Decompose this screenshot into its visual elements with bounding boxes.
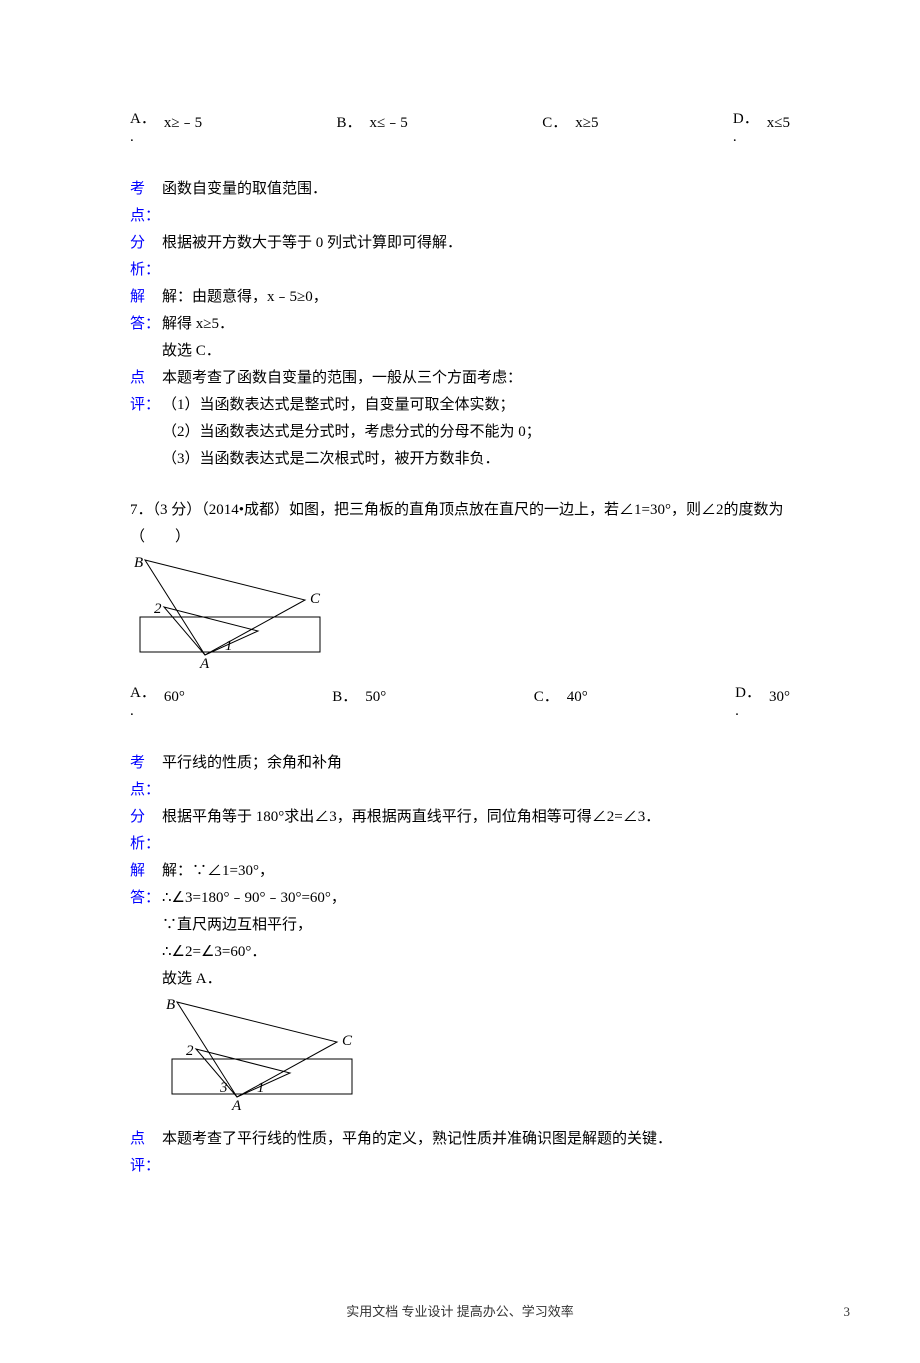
fenxi-label: 分析： bbox=[130, 230, 162, 284]
jieda-label: 解答： bbox=[130, 858, 162, 1126]
dianping-line: （1）当函数表达式是整式时，自变量可取全体实数； bbox=[162, 392, 790, 419]
dianping-line: （3）当函数表达式是二次根式时，被开方数非负． bbox=[162, 446, 790, 473]
option-text: 30° bbox=[769, 684, 790, 720]
figure-label-c: C bbox=[310, 591, 321, 607]
q7-option-d: D．. 30° bbox=[735, 684, 790, 720]
option-text: x≥﹣5 bbox=[164, 110, 202, 146]
option-label: A．. bbox=[130, 110, 156, 146]
q6-option-a: A．. x≥﹣5 bbox=[130, 110, 202, 146]
fenxi-text: 根据平角等于 180°求出∠3，再根据两直线平行，同位角相等可得∠2=∠3． bbox=[162, 804, 790, 858]
figure-label-b: B bbox=[166, 997, 175, 1013]
q6-option-c: C． x≥5 bbox=[542, 110, 598, 146]
jieda-content: 解：由题意得，x﹣5≥0， 解得 x≥5． 故选 C． bbox=[162, 284, 790, 365]
q7-option-a: A．. 60° bbox=[130, 684, 185, 720]
dianping-line: （2）当函数表达式是分式时，考虑分式的分母不能为 0； bbox=[162, 419, 790, 446]
q6-option-d: D．. x≤5 bbox=[733, 110, 790, 146]
q7-option-c: C． 40° bbox=[534, 684, 588, 720]
kaodian-text: 函数自变量的取值范围． bbox=[162, 176, 790, 230]
dianping-text: 本题考查了平行线的性质，平角的定义，熟记性质并准确识图是解题的关键． bbox=[162, 1126, 790, 1180]
fenxi-text: 根据被开方数大于等于 0 列式计算即可得解． bbox=[162, 230, 790, 284]
jieda-line: ∴∠3=180°﹣90°﹣30°=60°， bbox=[162, 885, 790, 912]
q7-option-b: B． 50° bbox=[332, 684, 386, 720]
q7-figure-2: B C A 2 3 1 bbox=[162, 997, 790, 1122]
jieda-line: 解：由题意得，x﹣5≥0， bbox=[162, 284, 790, 311]
option-text: x≤5 bbox=[767, 110, 790, 146]
jieda-line: 故选 A． bbox=[162, 966, 790, 993]
q7-stem: 7．（3 分）（2014•成都）如图，把三角板的直角顶点放在直尺的一边上，若∠1… bbox=[130, 497, 790, 551]
kaodian-text: 平行线的性质；余角和补角 bbox=[162, 750, 790, 804]
option-text: x≥5 bbox=[575, 110, 598, 146]
dianping-label: 点评： bbox=[130, 1126, 162, 1180]
option-label: C． bbox=[542, 110, 567, 146]
figure-label-a: A bbox=[231, 1098, 242, 1112]
page-number: 3 bbox=[844, 1300, 851, 1323]
jieda-line: ∴∠2=∠3=60°． bbox=[162, 939, 790, 966]
fenxi-label: 分析： bbox=[130, 804, 162, 858]
footer-text: 实用文档 专业设计 提高办公、学习效率 bbox=[346, 1304, 574, 1319]
kaodian-label: 考点： bbox=[130, 750, 162, 804]
q6-options: A．. x≥﹣5 B． x≤﹣5 C． x≥5 D．. x≤5 bbox=[130, 110, 790, 146]
option-label: B． bbox=[337, 110, 362, 146]
dianping-content: 本题考查了函数自变量的范围，一般从三个方面考虑： （1）当函数表达式是整式时，自… bbox=[162, 365, 790, 473]
page-footer: 实用文档 专业设计 提高办公、学习效率 3 bbox=[130, 1300, 790, 1323]
jieda-label: 解答： bbox=[130, 284, 162, 365]
option-text: 60° bbox=[164, 684, 185, 720]
figure-label-3: 3 bbox=[219, 1080, 228, 1096]
jieda-line: 解得 x≥5． bbox=[162, 311, 790, 338]
figure-label-b: B bbox=[134, 555, 143, 571]
option-text: 40° bbox=[567, 684, 588, 720]
option-label: A．. bbox=[130, 684, 156, 720]
jieda-line: ∵直尺两边互相平行， bbox=[162, 912, 790, 939]
option-label: C． bbox=[534, 684, 559, 720]
q7-options: A．. 60° B． 50° C． 40° D．. 30° bbox=[130, 684, 790, 720]
figure-label-2: 2 bbox=[154, 601, 162, 617]
dianping-label: 点评： bbox=[130, 365, 162, 473]
jieda-content: 解：∵∠1=30°， ∴∠3=180°﹣90°﹣30°=60°， ∵直尺两边互相… bbox=[162, 858, 790, 1126]
option-label: B． bbox=[332, 684, 357, 720]
option-label: D．. bbox=[735, 684, 761, 720]
jieda-line: 解：∵∠1=30°， bbox=[162, 858, 790, 885]
figure-label-c: C bbox=[342, 1033, 353, 1049]
q7-figure-1: B C A 2 1 bbox=[130, 555, 790, 680]
jieda-line: 故选 C． bbox=[162, 338, 790, 365]
kaodian-label: 考点： bbox=[130, 176, 162, 230]
q6-option-b: B． x≤﹣5 bbox=[337, 110, 408, 146]
figure-label-2: 2 bbox=[186, 1043, 194, 1059]
q6-analysis: 考点： 函数自变量的取值范围． 分析： 根据被开方数大于等于 0 列式计算即可得… bbox=[130, 176, 790, 473]
option-label: D．. bbox=[733, 110, 759, 146]
figure-label-1: 1 bbox=[225, 638, 233, 654]
q7-analysis: 考点： 平行线的性质；余角和补角 分析： 根据平角等于 180°求出∠3，再根据… bbox=[130, 750, 790, 1180]
dianping-line: 本题考查了函数自变量的范围，一般从三个方面考虑： bbox=[162, 365, 790, 392]
option-text: 50° bbox=[365, 684, 386, 720]
figure-label-1: 1 bbox=[257, 1080, 265, 1096]
option-text: x≤﹣5 bbox=[370, 110, 408, 146]
figure-label-a: A bbox=[199, 656, 210, 670]
